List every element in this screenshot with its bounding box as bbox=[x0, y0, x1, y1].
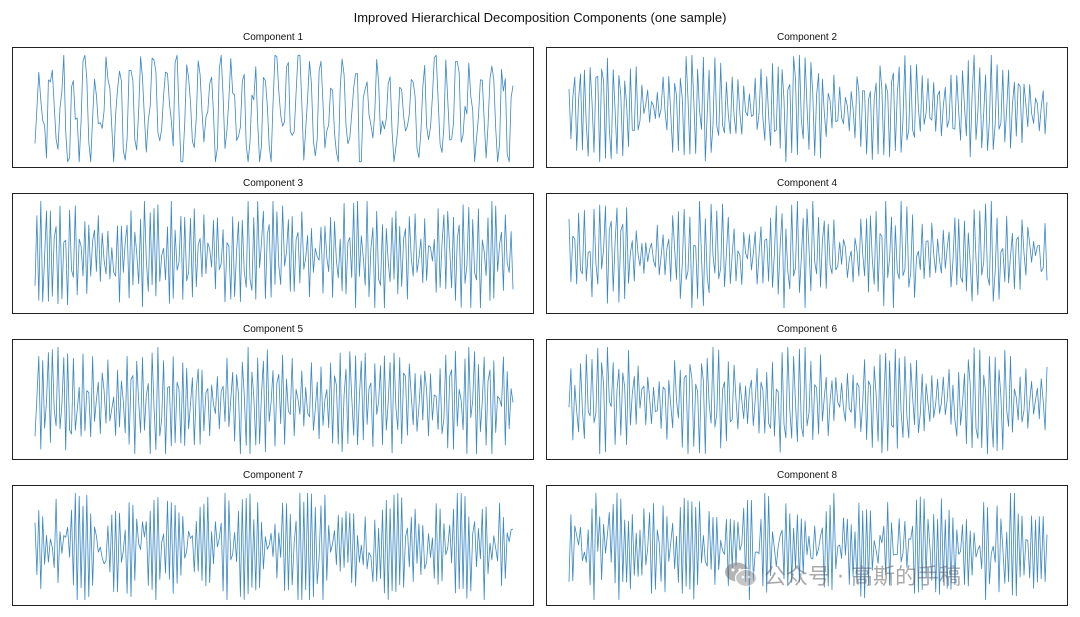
subplot-5 bbox=[12, 339, 534, 460]
subplot-3 bbox=[12, 193, 534, 314]
series-line-2 bbox=[568, 54, 1048, 163]
figure-title: Improved Hierarchical Decomposition Comp… bbox=[353, 10, 727, 25]
subplot-title-3: Component 3 bbox=[242, 178, 304, 189]
series-line-3 bbox=[34, 200, 514, 309]
subplot-1 bbox=[12, 47, 534, 168]
subplot-2 bbox=[546, 47, 1068, 168]
line-plot-5 bbox=[34, 346, 514, 455]
subplot-4 bbox=[546, 193, 1068, 314]
series-line-5 bbox=[34, 346, 514, 455]
line-plot-8 bbox=[568, 492, 1048, 601]
line-plot-4 bbox=[568, 200, 1048, 309]
subplot-8 bbox=[546, 485, 1068, 606]
line-plot-2 bbox=[568, 54, 1048, 163]
series-line-1 bbox=[34, 54, 514, 163]
subplot-7 bbox=[12, 485, 534, 606]
subplot-title-1: Component 1 bbox=[242, 32, 304, 43]
watermark-text: 公众号 · 高斯的手稿 bbox=[764, 565, 961, 590]
watermark: 公众号 · 高斯的手稿 bbox=[724, 560, 961, 590]
series-line-8 bbox=[568, 492, 1048, 601]
series-line-7 bbox=[34, 492, 514, 601]
line-plot-7 bbox=[34, 492, 514, 601]
line-plot-6 bbox=[568, 346, 1048, 455]
subplot-title-6: Component 6 bbox=[776, 324, 838, 335]
line-plot-3 bbox=[34, 200, 514, 309]
wechat-icon bbox=[725, 562, 758, 588]
series-line-6 bbox=[568, 346, 1048, 455]
subplot-title-4: Component 4 bbox=[776, 178, 838, 189]
subplot-title-8: Component 8 bbox=[776, 470, 838, 481]
line-plot-1 bbox=[34, 54, 514, 163]
subplot-title-2: Component 2 bbox=[776, 32, 838, 43]
subplot-title-7: Component 7 bbox=[242, 470, 304, 481]
subplot-6 bbox=[546, 339, 1068, 460]
subplot-title-5: Component 5 bbox=[242, 324, 304, 335]
series-line-4 bbox=[568, 200, 1048, 309]
